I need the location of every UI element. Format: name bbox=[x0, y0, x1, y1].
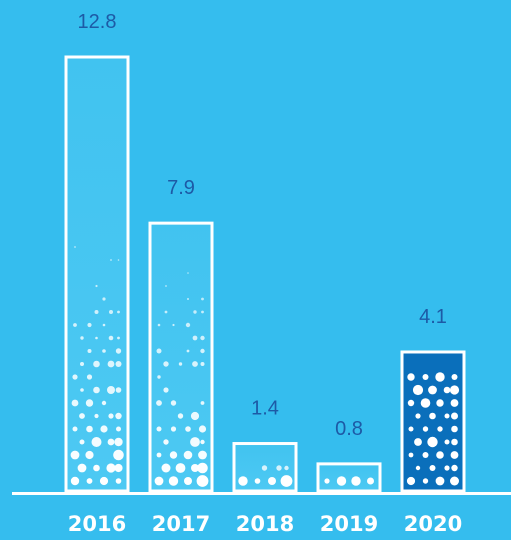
bar-2019 bbox=[316, 462, 382, 493]
bar-2017 bbox=[148, 221, 214, 493]
x-tick-label-2019: 2019 bbox=[320, 512, 378, 536]
bar-group-2019 bbox=[316, 462, 382, 493]
value-label-2020: 4.1 bbox=[419, 306, 447, 328]
value-label-2016: 12.8 bbox=[78, 11, 117, 33]
bar-dots-2016 bbox=[70, 246, 124, 486]
x-tick-label-2018: 2018 bbox=[236, 512, 294, 536]
x-tick-label-2020: 2020 bbox=[404, 512, 462, 536]
bar-dots-2018 bbox=[238, 465, 293, 487]
bar-group-2020 bbox=[400, 350, 466, 493]
bar-dots-2020 bbox=[406, 372, 460, 486]
bar-group-2017 bbox=[148, 221, 214, 493]
value-label-2018: 1.4 bbox=[251, 398, 279, 420]
bar-group-2018 bbox=[232, 442, 298, 493]
value-label-2019: 0.8 bbox=[335, 418, 363, 440]
bar-2016 bbox=[64, 55, 130, 493]
x-tick-label-2016: 2016 bbox=[68, 512, 126, 536]
bar-dots-2019 bbox=[324, 476, 374, 486]
x-tick-label-2017: 2017 bbox=[152, 512, 210, 536]
value-label-2017: 7.9 bbox=[167, 177, 195, 199]
bar-dots-2017 bbox=[154, 272, 209, 487]
bar-group-2016 bbox=[64, 55, 130, 493]
